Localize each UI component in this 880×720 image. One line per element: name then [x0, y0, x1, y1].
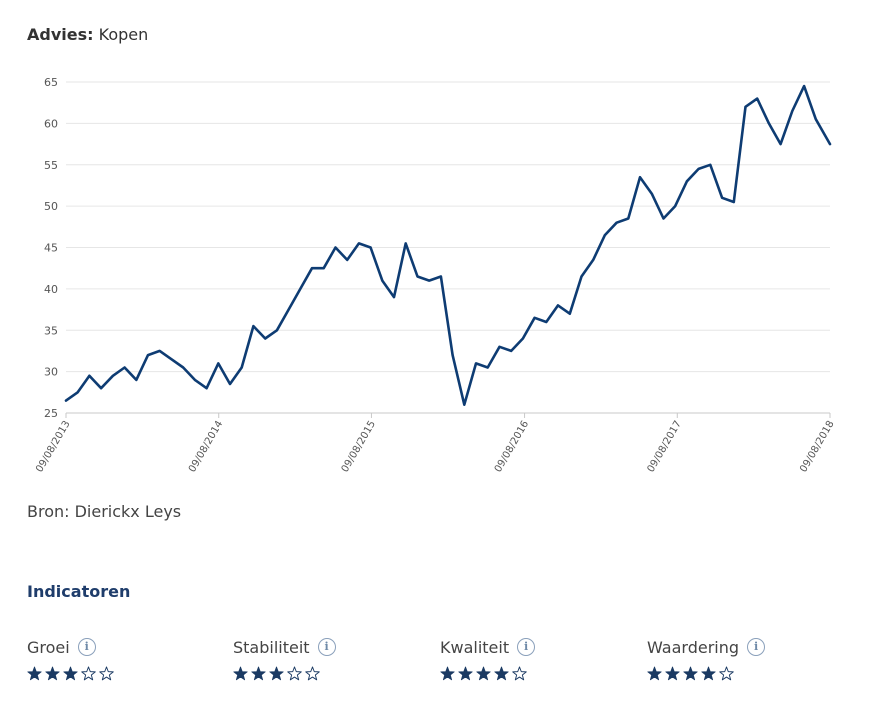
x-axis-ticks: 09/08/2013 09/08/2014 09/08/2015 09/08/2016… — [34, 413, 837, 474]
rating-stars — [233, 666, 433, 681]
y-tick-label: 65 — [44, 76, 58, 89]
star-filled-icon — [27, 666, 42, 681]
info-icon[interactable]: i — [747, 638, 766, 656]
star-filled-icon — [647, 666, 662, 681]
x-tick-label: 09/08/2014 — [187, 419, 225, 474]
source-note: Bron: Dierickx Leys — [27, 502, 182, 521]
star-filled-icon — [440, 666, 455, 681]
rating-stars — [440, 666, 640, 681]
star-filled-icon — [476, 666, 491, 681]
star-filled-icon — [269, 666, 284, 681]
y-tick-label: 30 — [44, 366, 58, 379]
rating-stars — [27, 666, 227, 681]
info-icon[interactable]: i — [517, 638, 536, 656]
indicator-quality: Kwaliteit i — [440, 636, 640, 681]
info-icon[interactable]: i — [77, 638, 96, 656]
star-filled-icon — [458, 666, 473, 681]
indicator-label: Stabiliteit — [233, 637, 310, 657]
chart-grid — [66, 81, 830, 414]
y-axis-ticks: 25 30 35 40 45 50 55 60 65 — [44, 76, 58, 420]
x-tick-label: 09/08/2018 — [798, 419, 836, 474]
series-line — [64, 84, 832, 406]
indicator-label: Waardering — [647, 637, 740, 657]
star-filled-icon — [251, 666, 266, 681]
indicator-valuation: Waardering i — [647, 636, 847, 681]
info-icon[interactable]: i — [317, 638, 336, 656]
star-filled-icon — [683, 666, 698, 681]
star-empty-icon — [287, 666, 302, 681]
advice-label: Advies: — [27, 25, 94, 44]
star-empty-icon — [305, 666, 320, 681]
star-filled-icon — [63, 666, 78, 681]
indicator-stability: Stabiliteit i — [233, 636, 433, 681]
y-tick-label: 60 — [44, 117, 58, 130]
star-empty-icon — [99, 666, 114, 681]
y-tick-label: 35 — [44, 324, 58, 337]
x-tick-label: 09/08/2015 — [340, 419, 378, 474]
star-filled-icon — [494, 666, 509, 681]
star-filled-icon — [701, 666, 716, 681]
x-tick-label: 09/08/2013 — [34, 419, 72, 474]
y-tick-label: 40 — [44, 283, 58, 296]
star-empty-icon — [719, 666, 734, 681]
indicators-title: Indicatoren — [27, 582, 131, 601]
advice-value: Kopen — [98, 25, 149, 44]
x-tick-label: 09/08/2016 — [493, 419, 531, 474]
indicator-growth: Groei i — [27, 636, 227, 681]
indicator-label: Kwaliteit — [440, 637, 510, 657]
y-tick-label: 55 — [44, 159, 58, 172]
y-tick-label: 25 — [44, 407, 58, 420]
y-tick-label: 45 — [44, 242, 58, 255]
star-empty-icon — [512, 666, 527, 681]
rating-stars — [647, 666, 847, 681]
advice: Advies: Kopen — [27, 25, 148, 44]
y-tick-label: 50 — [44, 200, 58, 213]
star-filled-icon — [665, 666, 680, 681]
star-filled-icon — [45, 666, 60, 681]
star-filled-icon — [233, 666, 248, 681]
star-empty-icon — [81, 666, 96, 681]
indicator-label: Groei — [27, 637, 70, 657]
x-tick-label: 09/08/2017 — [646, 419, 684, 474]
